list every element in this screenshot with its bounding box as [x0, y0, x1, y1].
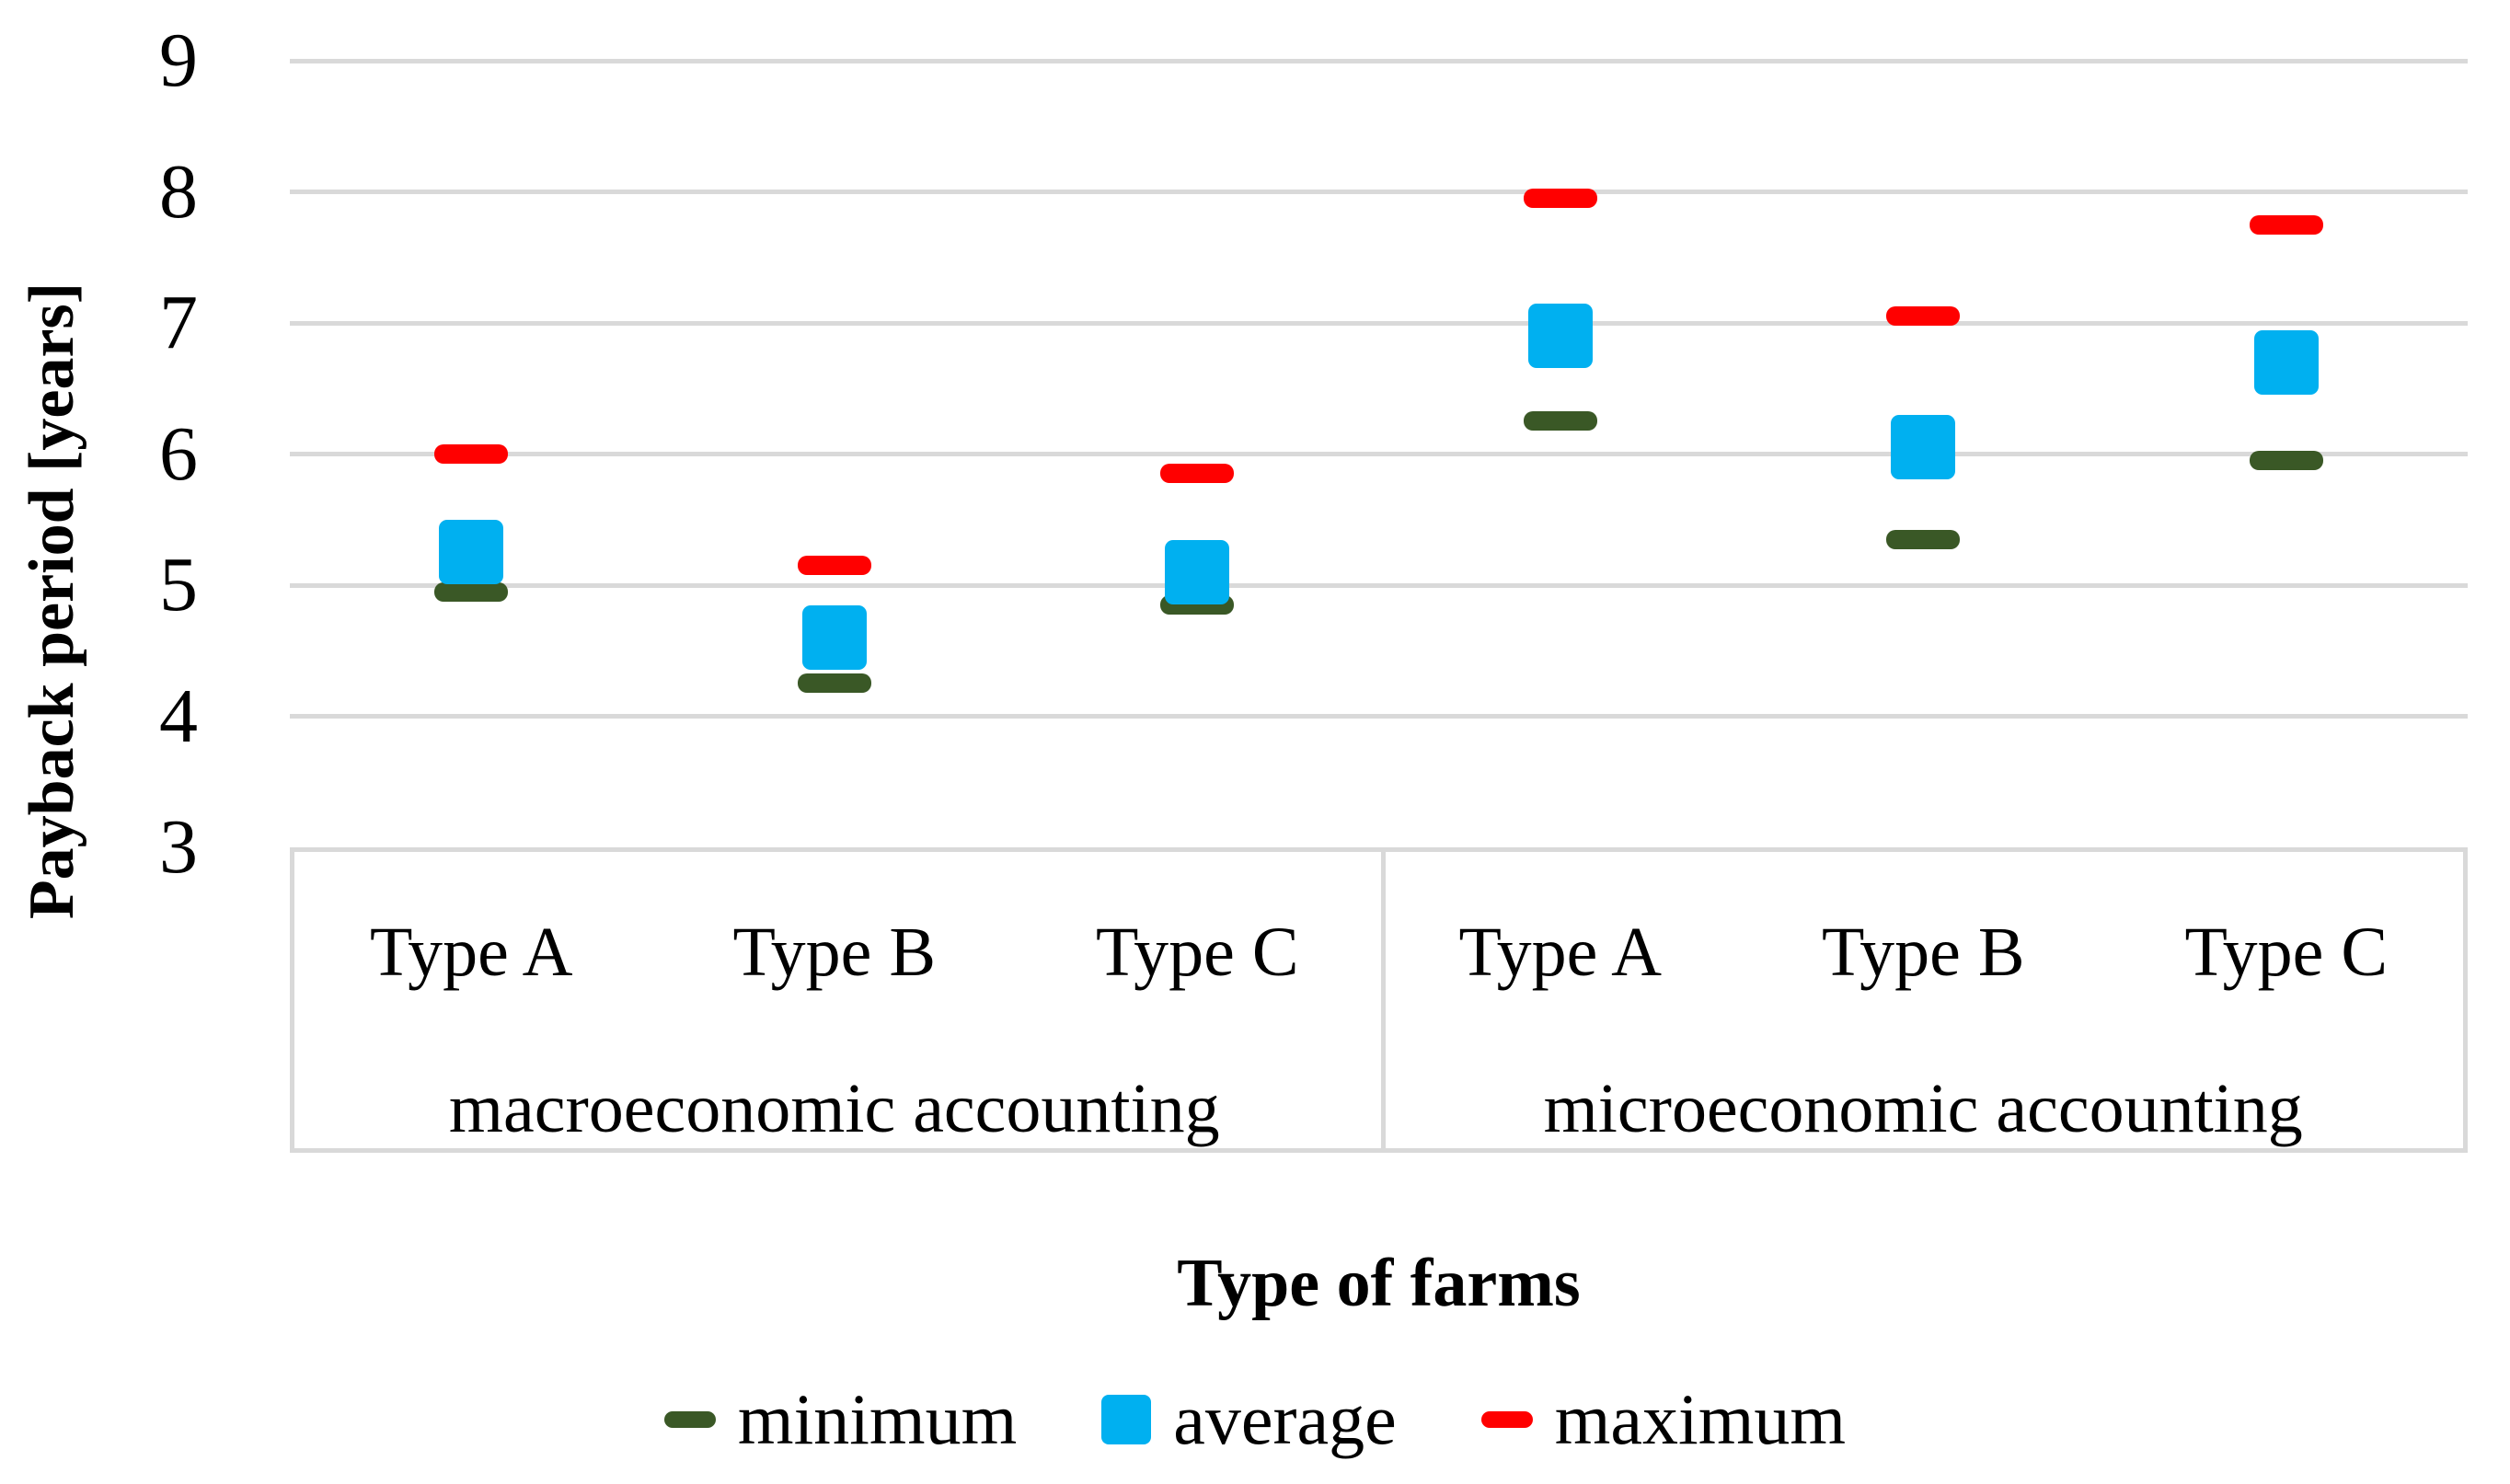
gridline-y-6	[290, 452, 2468, 456]
maximum-marker	[1523, 189, 1597, 209]
legend-swatch-average	[1101, 1395, 1152, 1444]
maximum-marker	[797, 556, 871, 576]
minimum-marker	[434, 581, 509, 602]
minimum-marker	[1523, 411, 1597, 431]
legend-label-maximum: maximum	[1554, 1379, 1847, 1459]
gridline-y-4	[290, 714, 2468, 719]
legend-swatch-maximum	[1480, 1411, 1533, 1428]
average-marker	[439, 520, 504, 585]
legend-item-average: average	[1101, 1379, 1397, 1459]
legend-item-maximum: maximum	[1480, 1379, 1847, 1459]
category-label-6: Type C	[2184, 914, 2389, 991]
legend-label-average: average	[1173, 1379, 1397, 1459]
average-marker	[1527, 304, 1593, 369]
y-tick-label-7: 7	[159, 280, 198, 365]
group-label-1: macroeconomic accounting	[448, 1070, 1220, 1147]
maximum-marker	[1886, 306, 1961, 327]
category-label-2: Type B	[732, 914, 937, 991]
average-marker	[2253, 329, 2319, 395]
minimum-marker	[2249, 451, 2323, 471]
category-label-1: Type A	[369, 914, 573, 991]
y-tick-label-3: 3	[159, 804, 198, 890]
gridline-y-8	[290, 190, 2468, 194]
minimum-marker	[797, 673, 871, 694]
minimum-marker	[1886, 529, 1961, 549]
x-axis-title: Type of farms	[1177, 1246, 1581, 1321]
average-marker	[1165, 539, 1230, 604]
category-label-4: Type A	[1458, 914, 1663, 991]
y-tick-label-5: 5	[159, 542, 198, 627]
y-tick-label-8: 8	[159, 148, 198, 235]
legend-swatch-minimum	[663, 1411, 716, 1428]
category-label-5: Type B	[1821, 914, 2025, 991]
category-label-3: Type C	[1095, 914, 1299, 991]
average-marker	[801, 605, 867, 670]
y-tick-label-9: 9	[159, 17, 198, 103]
legend: minimum average maximum	[0, 1374, 2510, 1466]
y-tick-label-6: 6	[159, 410, 198, 497]
gridline-y-9	[290, 58, 2468, 63]
maximum-marker	[1160, 464, 1235, 484]
average-marker	[1891, 415, 1956, 480]
group-divider-line	[1381, 852, 1386, 1148]
legend-item-minimum: minimum	[663, 1379, 1018, 1459]
category-axis-frame	[290, 847, 2468, 1153]
plot-area	[290, 0, 2468, 847]
legend-label-minimum: minimum	[737, 1379, 1018, 1459]
maximum-marker	[2249, 214, 2323, 235]
maximum-marker	[434, 444, 509, 464]
gridline-y-7	[290, 320, 2468, 326]
group-label-2: microeconomic accounting	[1543, 1070, 2303, 1147]
y-tick-label-4: 4	[159, 673, 198, 759]
gridline-y-5	[290, 582, 2468, 588]
